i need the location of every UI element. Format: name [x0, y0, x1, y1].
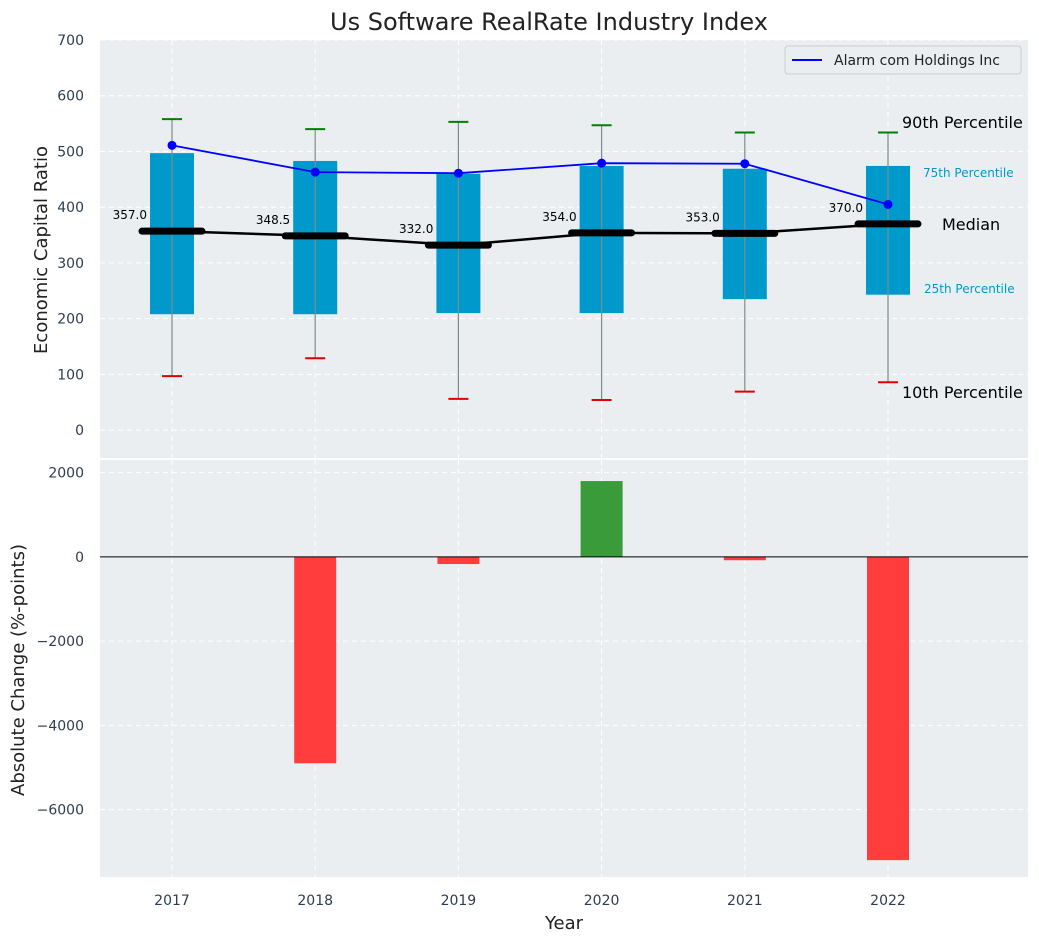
- top-y-tick-label: 700: [57, 33, 84, 49]
- company-point: [740, 159, 750, 169]
- median-value-label: 348.5: [256, 213, 290, 227]
- median-value-label: 332.0: [399, 222, 433, 236]
- annotation-median: Median: [942, 215, 1000, 234]
- change-bar: [580, 481, 623, 557]
- bottom-y-ticks: 2000 0 −2000 −4000 −6000: [37, 466, 84, 819]
- chart-title: Us Software RealRate Industry Index: [330, 8, 768, 36]
- bottom-y-axis-label: Absolute Change (%-points): [8, 544, 29, 796]
- company-point: [597, 158, 607, 168]
- legend: Alarm com Holdings Inc: [784, 45, 1022, 75]
- bottom-y-tick-label: −4000: [37, 718, 84, 734]
- top-y-tick-label: 400: [57, 200, 84, 216]
- company-point: [310, 167, 320, 177]
- percentile-annotations: 90th Percentile 75th Percentile Median 2…: [902, 113, 1023, 402]
- median-value-label: 370.0: [829, 201, 863, 215]
- x-axis-label: Year: [544, 913, 584, 934]
- top-y-tick-label: 500: [57, 144, 84, 160]
- bottom-panel: 2000 0 −2000 −4000 −6000 Absolute Change (%-…: [8, 460, 1028, 877]
- top-y-tick-label: 300: [57, 256, 84, 272]
- company-line: [171, 144, 889, 206]
- change-bar: [437, 556, 480, 565]
- top-y-ticks: 0 100 200 300 400 500 600 700: [57, 33, 84, 439]
- change-bar: [294, 556, 337, 764]
- x-ticks: 2017 2018 2019 2020 2021 2022: [154, 893, 906, 909]
- x-tick-label: 2021: [727, 893, 763, 909]
- top-y-tick-label: 600: [57, 89, 84, 105]
- company-line-group: [167, 140, 893, 209]
- bottom-y-tick-label: 0: [75, 550, 84, 566]
- change-bar: [867, 556, 909, 861]
- median-value-label: 357.0: [113, 208, 147, 222]
- x-tick-label: 2022: [870, 893, 906, 909]
- median-labels: 357.0 348.5 332.0 354.0 353.0 370.0: [113, 201, 863, 236]
- annotation-p90: 90th Percentile: [902, 113, 1023, 132]
- x-tick-label: 2019: [441, 893, 477, 909]
- annotation-p75: 75th Percentile: [923, 166, 1014, 180]
- bottom-y-tick-label: 2000: [48, 466, 84, 482]
- top-y-tick-label: 0: [75, 423, 84, 439]
- top-y-axis-label: Economic Capital Ratio: [31, 146, 52, 354]
- change-bar: [723, 556, 766, 561]
- median-line: [171, 222, 889, 247]
- x-tick-label: 2017: [154, 893, 190, 909]
- x-tick-label: 2020: [584, 893, 620, 909]
- company-point: [167, 140, 177, 150]
- top-y-tick-label: 100: [57, 367, 84, 383]
- change-bars: [294, 481, 909, 861]
- median-value-label: 353.0: [685, 210, 719, 224]
- annotation-p10: 10th Percentile: [902, 383, 1023, 402]
- company-point: [883, 199, 893, 209]
- median-value-label: 354.0: [542, 210, 576, 224]
- legend-box: [784, 45, 1022, 75]
- company-point: [453, 168, 463, 178]
- legend-label: Alarm com Holdings Inc: [834, 53, 1000, 69]
- bottom-y-tick-label: −2000: [37, 634, 84, 650]
- annotation-p25: 25th Percentile: [924, 282, 1015, 296]
- x-tick-label: 2018: [297, 893, 333, 909]
- median-line-group: [171, 222, 889, 247]
- bottom-y-tick-label: −6000: [37, 803, 84, 819]
- top-y-tick-label: 200: [57, 312, 84, 328]
